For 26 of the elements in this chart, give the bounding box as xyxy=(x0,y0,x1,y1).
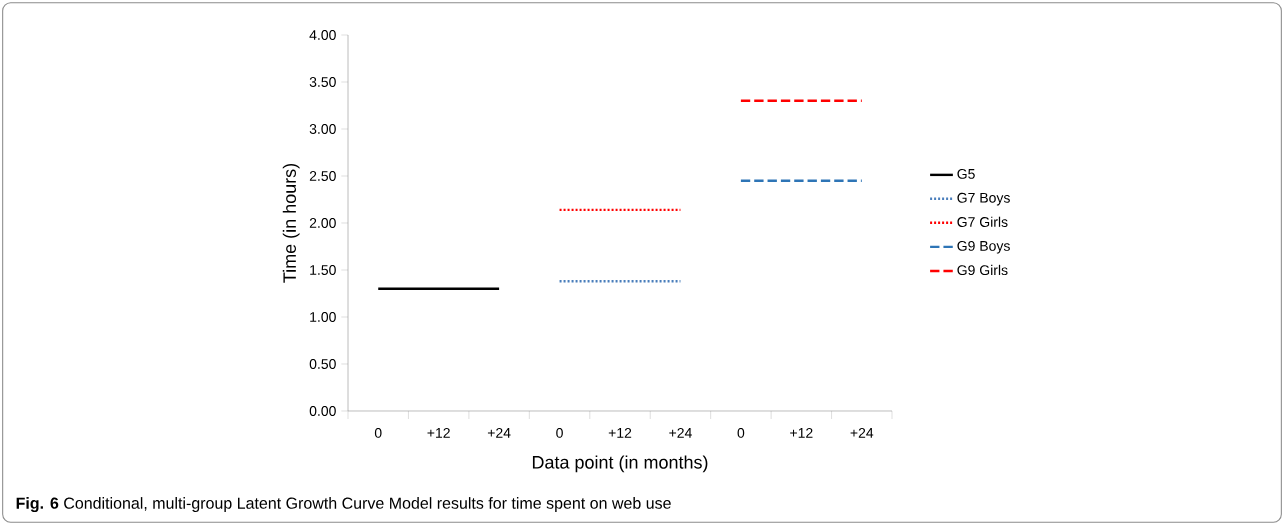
y-tick-label: 3.50 xyxy=(309,77,336,87)
x-tick-label: 0 xyxy=(737,427,745,438)
legend-label: G7 Boys xyxy=(957,192,1010,206)
y-tick-label: 2.50 xyxy=(309,171,336,181)
y-tick-label: 0.00 xyxy=(309,406,336,416)
legend-label: G7 Girls xyxy=(957,216,1008,227)
y-tick-label: 0.50 xyxy=(309,359,336,369)
legend-label: G9 Boys xyxy=(957,240,1010,254)
y-tick-label: 2.00 xyxy=(309,218,336,228)
text: Fig. 6 Conditional, multi-group Latent Growth Curve Model results for time spent on web use xyxy=(16,497,671,513)
y-axis-title: Time (in hours) xyxy=(282,163,300,283)
x-tick-label: +24 xyxy=(850,427,874,438)
x-tick-label: +24 xyxy=(487,427,511,438)
y-tick-label: 1.00 xyxy=(310,312,336,322)
x-tick-label: 0 xyxy=(374,427,382,438)
legend-label: G5 xyxy=(957,168,975,179)
x-tick-label: +12 xyxy=(608,427,632,438)
y-tick-label: 4.00 xyxy=(309,30,336,40)
x-tick-label: +12 xyxy=(790,427,813,438)
y-tick-label: 1.50 xyxy=(310,265,336,275)
x-tick-label: 0 xyxy=(556,427,563,438)
x-axis-title: Data point (in months) xyxy=(532,455,708,473)
y-tick-label: 3.00 xyxy=(309,124,336,134)
x-tick-label: +24 xyxy=(669,427,692,438)
legend-label: G9 Girls xyxy=(957,264,1008,276)
x-tick-label: +12 xyxy=(427,427,450,438)
